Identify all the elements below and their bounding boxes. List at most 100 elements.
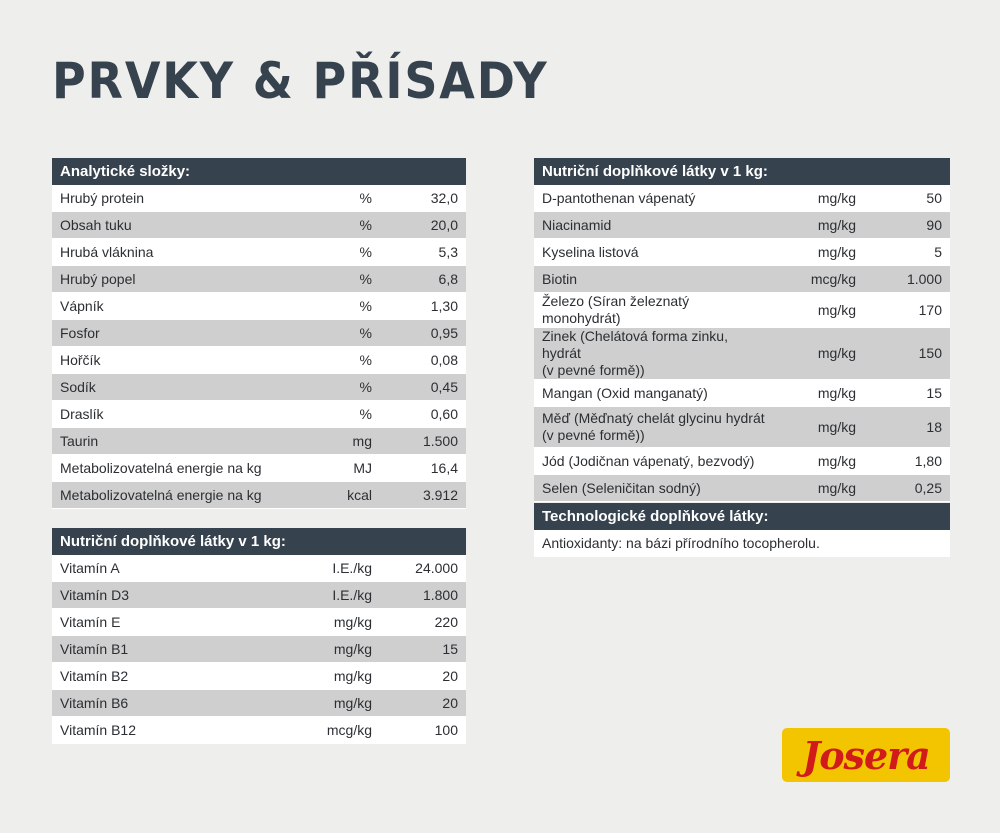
- table-row: D-pantothenan vápenatý mg/kg 50: [534, 185, 950, 212]
- table-row: Vitamín E mg/kg 220: [52, 609, 466, 636]
- table-row: Vitamín B1 mg/kg 15: [52, 636, 466, 663]
- table-row: Metabolizovatelná energie na kg MJ 16,4: [52, 455, 466, 482]
- table-row: Obsah tuku% 20,0: [52, 212, 466, 239]
- table-row: Železo (Síran železnatý monohydrát) mg/kg…: [534, 293, 950, 328]
- row-value: 170: [918, 301, 942, 318]
- table-row: Vitamín B6 mg/kg 20: [52, 690, 466, 717]
- row-value: 18: [926, 418, 942, 435]
- row-name: Hořčík: [60, 351, 101, 368]
- row-value: 6,8: [438, 270, 458, 287]
- technological-header: Technologické doplňkové látky:: [534, 503, 950, 530]
- table-row: Hrubý protein% 32,0: [52, 185, 466, 212]
- row-name: Vápník: [60, 297, 104, 314]
- technological-note: Antioxidanty: na bázi přírodního tocophe…: [534, 530, 950, 557]
- row-value: 20: [442, 694, 458, 711]
- row-name: Vitamín B12: [60, 721, 137, 738]
- row-unit: %: [359, 324, 372, 341]
- row-unit: I.E./kg: [332, 559, 372, 576]
- row-value: 0,60: [430, 405, 458, 422]
- table-row: Niacinamid mg/kg 90: [534, 212, 950, 239]
- row-name: Hrubá vláknina: [60, 243, 154, 260]
- row-unit: mg/kg: [817, 243, 856, 260]
- row-name: Kyselina listová: [542, 243, 639, 260]
- row-value: 5: [934, 243, 942, 260]
- row-value: 20: [442, 667, 458, 684]
- row-name: D-pantothenan vápenatý: [542, 189, 696, 206]
- row-unit: mg/kg: [333, 640, 372, 657]
- table-row: Vitamín A I.E./kg 24.000: [52, 555, 466, 582]
- minerals-rows: D-pantothenan vápenatý mg/kg 50 Niacinamid m…: [534, 185, 950, 502]
- row-unit: %: [359, 216, 372, 233]
- row-unit: mg/kg: [333, 667, 372, 684]
- row-value: 90: [926, 216, 942, 233]
- table-row: Selen (Seleničitan sodný) mg/kg 0,25: [534, 475, 950, 502]
- row-value: 1,30: [430, 297, 458, 314]
- table-row: Mangan (Oxid manganatý) mg/kg 15: [534, 380, 950, 407]
- row-value: 1.800: [422, 586, 458, 603]
- vitamins-rows: Vitamín A I.E./kg 24.000 Vitamín D3 I.E./kg 1…: [52, 555, 466, 744]
- table-row: Biotin mcg/kg 1.000: [534, 266, 950, 293]
- table-row: Hrubá vláknina% 5,3: [52, 239, 466, 266]
- row-unit: %: [359, 378, 372, 395]
- row-unit: %: [359, 405, 372, 422]
- row-unit: MJ: [353, 459, 372, 476]
- table-row: Draslík% 0,60: [52, 401, 466, 428]
- row-unit: %: [359, 243, 372, 260]
- row-value: 0,95: [430, 324, 458, 341]
- table-row: Kyselina listová mg/kg 5: [534, 239, 950, 266]
- row-name: Měď (Měďnatý chelát glycinu hydrát (v pe…: [542, 410, 765, 443]
- row-value: 32,0: [430, 189, 458, 206]
- row-name: Draslík: [60, 405, 104, 422]
- table-row: Zinek (Chelátová forma zinku, hydrát (v …: [534, 328, 950, 380]
- brand-logo: Josera: [782, 728, 950, 782]
- row-name: Vitamín B1: [60, 640, 129, 657]
- minerals-panel: Nutriční doplňkové látky v 1 kg: D-panto…: [534, 158, 950, 502]
- row-unit: mcg/kg: [326, 721, 372, 738]
- row-name: Železo (Síran železnatý monohydrát): [542, 293, 690, 326]
- row-unit: kcal: [347, 486, 372, 503]
- row-unit: mg/kg: [333, 613, 372, 630]
- table-row: Měď (Měďnatý chelát glycinu hydrát (v pe…: [534, 407, 950, 448]
- row-unit: mg/kg: [817, 216, 856, 233]
- row-name: Niacinamid: [542, 216, 612, 233]
- row-unit: mg/kg: [817, 345, 856, 361]
- table-row: Vitamín B12 mcg/kg 100: [52, 717, 466, 744]
- row-value: 15: [442, 640, 458, 657]
- table-row: Fosfor% 0,95: [52, 320, 466, 347]
- row-value: 50: [926, 189, 942, 206]
- row-name: Mangan (Oxid manganatý): [542, 384, 708, 401]
- row-name: Hrubý protein: [60, 189, 145, 206]
- table-row: Vápník% 1,30: [52, 293, 466, 320]
- row-unit: mg/kg: [817, 189, 856, 206]
- row-name: Vitamín A: [60, 559, 120, 576]
- row-unit: mg: [352, 432, 372, 449]
- analytical-panel: Analytické složky: Hrubý protein% 32,0 Obs…: [52, 158, 466, 509]
- row-name: Taurin: [60, 432, 99, 449]
- row-name: Obsah tuku: [60, 216, 132, 233]
- row-name: Vitamín B2: [60, 667, 129, 684]
- row-name: Metabolizovatelná energie na kg: [60, 459, 262, 476]
- analytical-header: Analytické složky:: [52, 158, 466, 185]
- vitamins-panel: Nutriční doplňkové látky v 1 kg: Vitamín…: [52, 528, 466, 744]
- row-value: 150: [918, 345, 942, 361]
- table-row: Taurin mg 1.500: [52, 428, 466, 455]
- row-value: 0,08: [430, 351, 458, 368]
- row-name: Metabolizovatelná energie na kg: [60, 486, 262, 503]
- row-unit: %: [359, 189, 372, 206]
- row-value: 220: [434, 613, 458, 630]
- row-value: 1,80: [914, 452, 942, 469]
- row-unit: mcg/kg: [810, 270, 856, 287]
- row-name: Selen (Seleničitan sodný): [542, 479, 701, 496]
- row-value: 24.000: [415, 559, 458, 576]
- row-unit: %: [359, 270, 372, 287]
- row-value: 16,4: [430, 459, 458, 476]
- row-unit: mg/kg: [817, 418, 856, 435]
- row-unit: mg/kg: [817, 301, 856, 318]
- table-row: Jód (Jodičnan vápenatý, bezvodý) mg/kg 1,8…: [534, 448, 950, 475]
- row-value: 100: [434, 721, 458, 738]
- row-value: 0,45: [430, 378, 458, 395]
- row-value: 1.500: [422, 432, 458, 449]
- table-row: Hořčík% 0,08: [52, 347, 466, 374]
- row-value: 0,25: [914, 479, 942, 496]
- row-name: Vitamín B6: [60, 694, 129, 711]
